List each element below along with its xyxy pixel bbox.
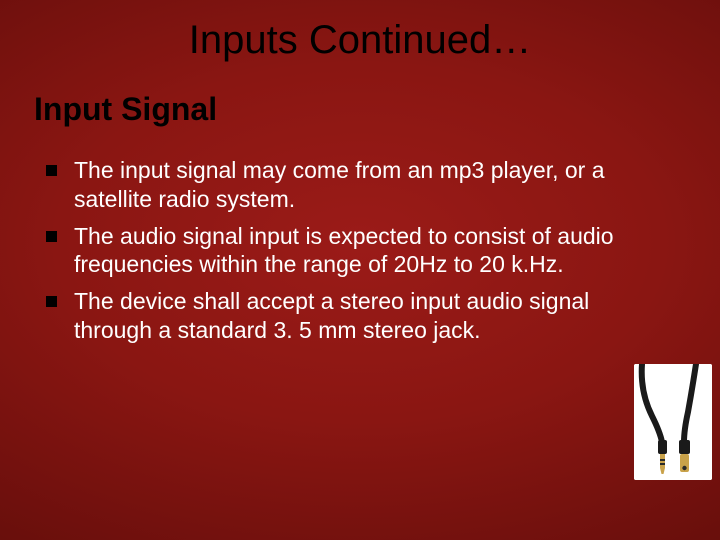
bullet-item: The input signal may come from an mp3 pl… <box>46 156 624 214</box>
stereo-jack-image <box>634 364 712 480</box>
slide-subtitle: Input Signal <box>0 83 720 156</box>
stereo-jack-icon <box>634 364 712 480</box>
slide-container: Inputs Continued… Input Signal The input… <box>0 0 720 540</box>
slide-title: Inputs Continued… <box>0 0 720 83</box>
bullet-list: The input signal may come from an mp3 pl… <box>0 156 720 345</box>
bullet-item: The device shall accept a stereo input a… <box>46 287 624 345</box>
bullet-item: The audio signal input is expected to co… <box>46 222 624 280</box>
